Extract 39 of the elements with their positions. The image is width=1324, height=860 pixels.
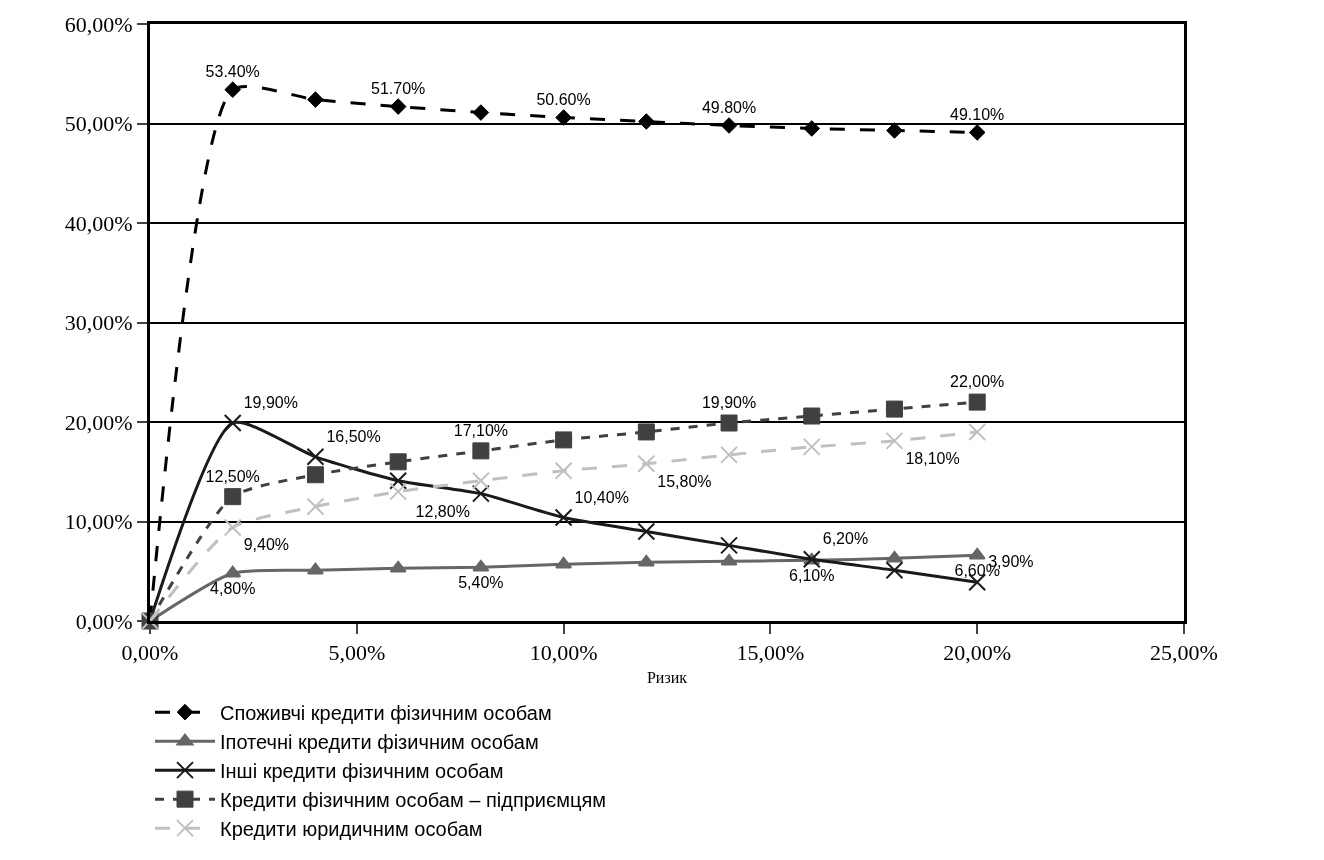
data-label: 5,40%: [458, 574, 504, 592]
data-label: 49.80%: [701, 98, 757, 116]
x-tick-label: 5,00%: [328, 640, 386, 666]
data-label: 51.70%: [371, 80, 426, 98]
data-label: 49.10%: [950, 105, 1005, 123]
data-label: 12,50%: [205, 467, 260, 485]
data-label: 50.60%: [536, 91, 591, 109]
data-label: 12,80%: [415, 502, 470, 520]
data-label: 22,00%: [950, 373, 1005, 391]
data-label: 6,10%: [789, 567, 835, 585]
data-label: 19,90%: [701, 394, 757, 411]
legend-label: Споживчі кредити фізичним особам: [220, 701, 552, 724]
data-label: 19,90%: [243, 394, 298, 411]
x-tick-label: 0,00%: [121, 640, 179, 666]
y-tick-label: 10,00%: [64, 509, 133, 535]
data-label: 15,80%: [657, 472, 712, 490]
data-label: 18,10%: [905, 449, 960, 467]
x-tick-label: 25,00%: [1150, 640, 1218, 666]
y-tick-label: 50,00%: [64, 111, 133, 137]
x-tick-label: 15,00%: [736, 640, 805, 666]
data-label: 4,80%: [210, 580, 256, 598]
x-axis-title: Ризик: [646, 669, 688, 687]
x-tick-label: 20,00%: [943, 640, 1012, 666]
legend-label: Іпотечні кредити фізичним особам: [220, 730, 539, 753]
data-label: 6,20%: [822, 530, 869, 548]
y-tick-label: 0,00%: [75, 608, 133, 634]
data-label: 53.40%: [205, 63, 260, 81]
y-tick-label: 30,00%: [64, 310, 133, 336]
data-label: 17,10%: [453, 421, 509, 439]
data-label: 9,40%: [243, 536, 290, 554]
legend-label: Кредити юридичним особам: [220, 817, 483, 840]
data-label: 10,40%: [574, 488, 629, 506]
legend-label: Кредити фізичним особам – підприємцям: [220, 788, 607, 811]
data-label: 16,50%: [326, 427, 381, 445]
x-tick-label: 10,00%: [529, 640, 598, 666]
y-tick-label: 60,00%: [64, 11, 133, 37]
legend-label: Інші кредити фізичним особам: [220, 759, 504, 782]
y-tick-label: 40,00%: [64, 210, 133, 236]
y-tick-label: 20,00%: [64, 409, 133, 435]
